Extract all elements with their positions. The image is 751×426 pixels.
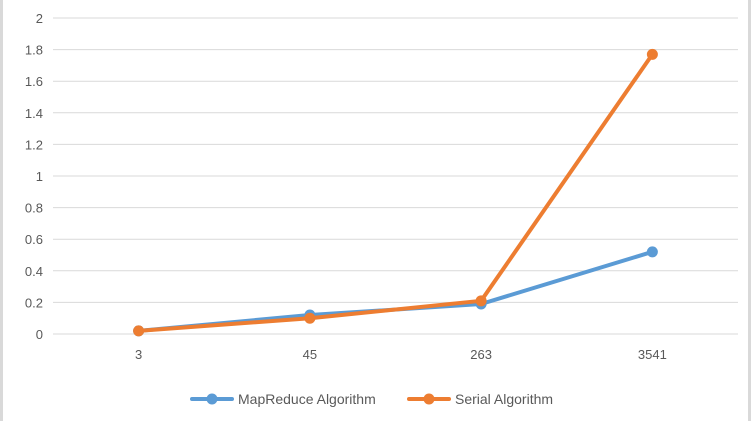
y-tick-label: 1 — [36, 169, 43, 184]
data-point — [646, 246, 658, 258]
data-point — [475, 295, 487, 307]
x-axis-ticks: 3 45 263 3541 — [135, 347, 667, 362]
legend-label: Serial Algorithm — [455, 391, 553, 407]
series-1 — [133, 246, 658, 337]
legend-entry: Serial Algorithm — [407, 391, 553, 407]
y-tick-label: 0.2 — [25, 295, 43, 310]
right-border — [748, 0, 751, 421]
y-tick-label: 1.6 — [25, 74, 43, 89]
gridlines — [53, 17, 738, 335]
x-tick-label: 263 — [470, 347, 492, 362]
legend-label: MapReduce Algorithm — [238, 391, 376, 407]
y-tick-label: 1.8 — [25, 43, 43, 58]
series-line — [136, 52, 655, 333]
legend-marker — [206, 393, 218, 405]
left-border — [0, 0, 3, 421]
y-tick-label: 1.4 — [25, 106, 43, 121]
legend: MapReduce Algorithm Serial Algorithm — [190, 391, 553, 407]
data-point — [133, 325, 145, 337]
y-tick-label: 2 — [36, 11, 43, 26]
y-tick-label: 0.6 — [25, 232, 43, 247]
y-tick-label: 1.2 — [25, 137, 43, 152]
y-axis-ticks: 0 0.2 0.4 0.6 0.8 1 1.2 1.4 1.6 1.8 2 — [25, 11, 43, 342]
x-tick-label: 3541 — [638, 347, 667, 362]
legend-marker — [423, 393, 435, 405]
series-line — [136, 249, 655, 333]
x-tick-label: 45 — [303, 347, 317, 362]
y-tick-label: 0.8 — [25, 201, 43, 216]
y-tick-label: 0 — [36, 327, 43, 342]
legend-entry: MapReduce Algorithm — [190, 391, 376, 407]
data-point — [646, 48, 658, 60]
x-tick-label: 3 — [135, 347, 142, 362]
series-layer — [133, 48, 658, 337]
y-tick-label: 0.4 — [25, 264, 43, 279]
series-2 — [133, 48, 658, 337]
data-point — [304, 312, 316, 324]
